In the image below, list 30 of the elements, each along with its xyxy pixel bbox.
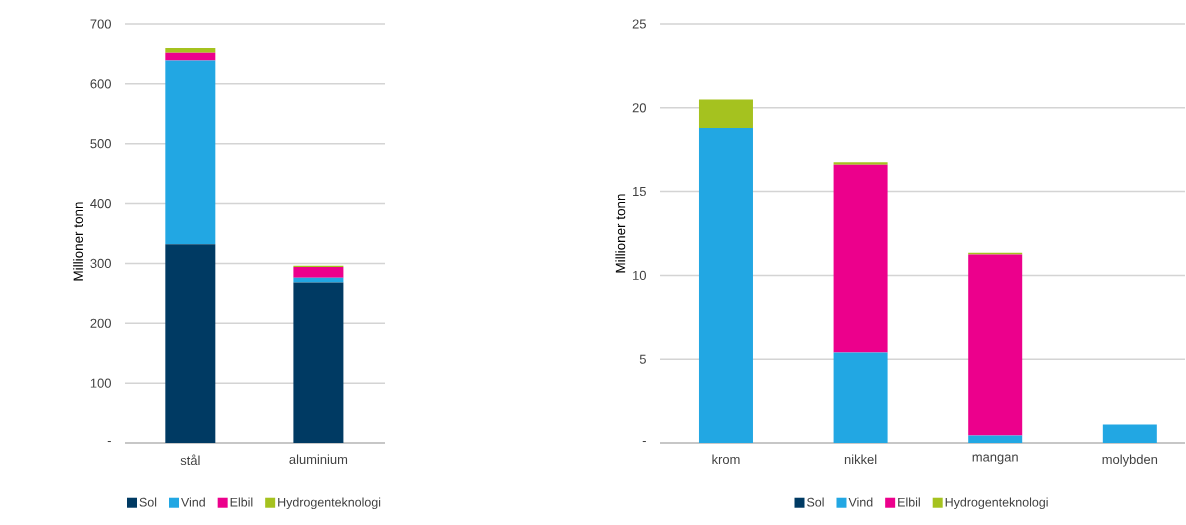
y-tick-label: 600	[90, 79, 111, 89]
x-tick-label: nikkel	[844, 454, 877, 465]
y-tick-label: 100	[90, 378, 111, 388]
x-tick-label: stål	[180, 454, 200, 466]
x-tick-label: molybden	[1102, 454, 1158, 467]
x-tick-label: mangan	[972, 454, 1018, 465]
legend-label: Vind	[848, 497, 873, 507]
x-tick-label: krom	[712, 454, 740, 465]
y-tick-label: -	[642, 441, 646, 443]
y-axis-title: Millioner tonn	[73, 202, 84, 281]
y-tick-label: -	[107, 441, 111, 443]
legend-label: Elbil	[230, 497, 253, 507]
legend-label: Elbil	[898, 497, 920, 507]
y-tick-label: 300	[90, 258, 111, 269]
legend-label: Sol	[807, 497, 824, 507]
y-tick-label: 700	[90, 19, 111, 29]
y-tick-label: 15	[633, 187, 646, 197]
legend-label: Sol	[139, 497, 157, 507]
y-tick-label: 10	[633, 270, 646, 280]
y-tick-label: 500	[90, 139, 111, 149]
y-axis-title: Millioner tonn	[615, 194, 626, 273]
y-tick-label: 25	[632, 19, 646, 29]
legend-label: Hydrogenteknologi	[945, 497, 1048, 510]
y-tick-label: 400	[90, 198, 111, 209]
x-tick-label: aluminium	[289, 454, 348, 465]
y-tick-label: 5	[639, 354, 646, 364]
y-tick-label: 200	[90, 318, 111, 328]
y-tick-label: 20	[632, 103, 646, 113]
legend-label: Vind	[181, 497, 205, 507]
legend-label: Hydrogenteknologi	[278, 497, 381, 510]
